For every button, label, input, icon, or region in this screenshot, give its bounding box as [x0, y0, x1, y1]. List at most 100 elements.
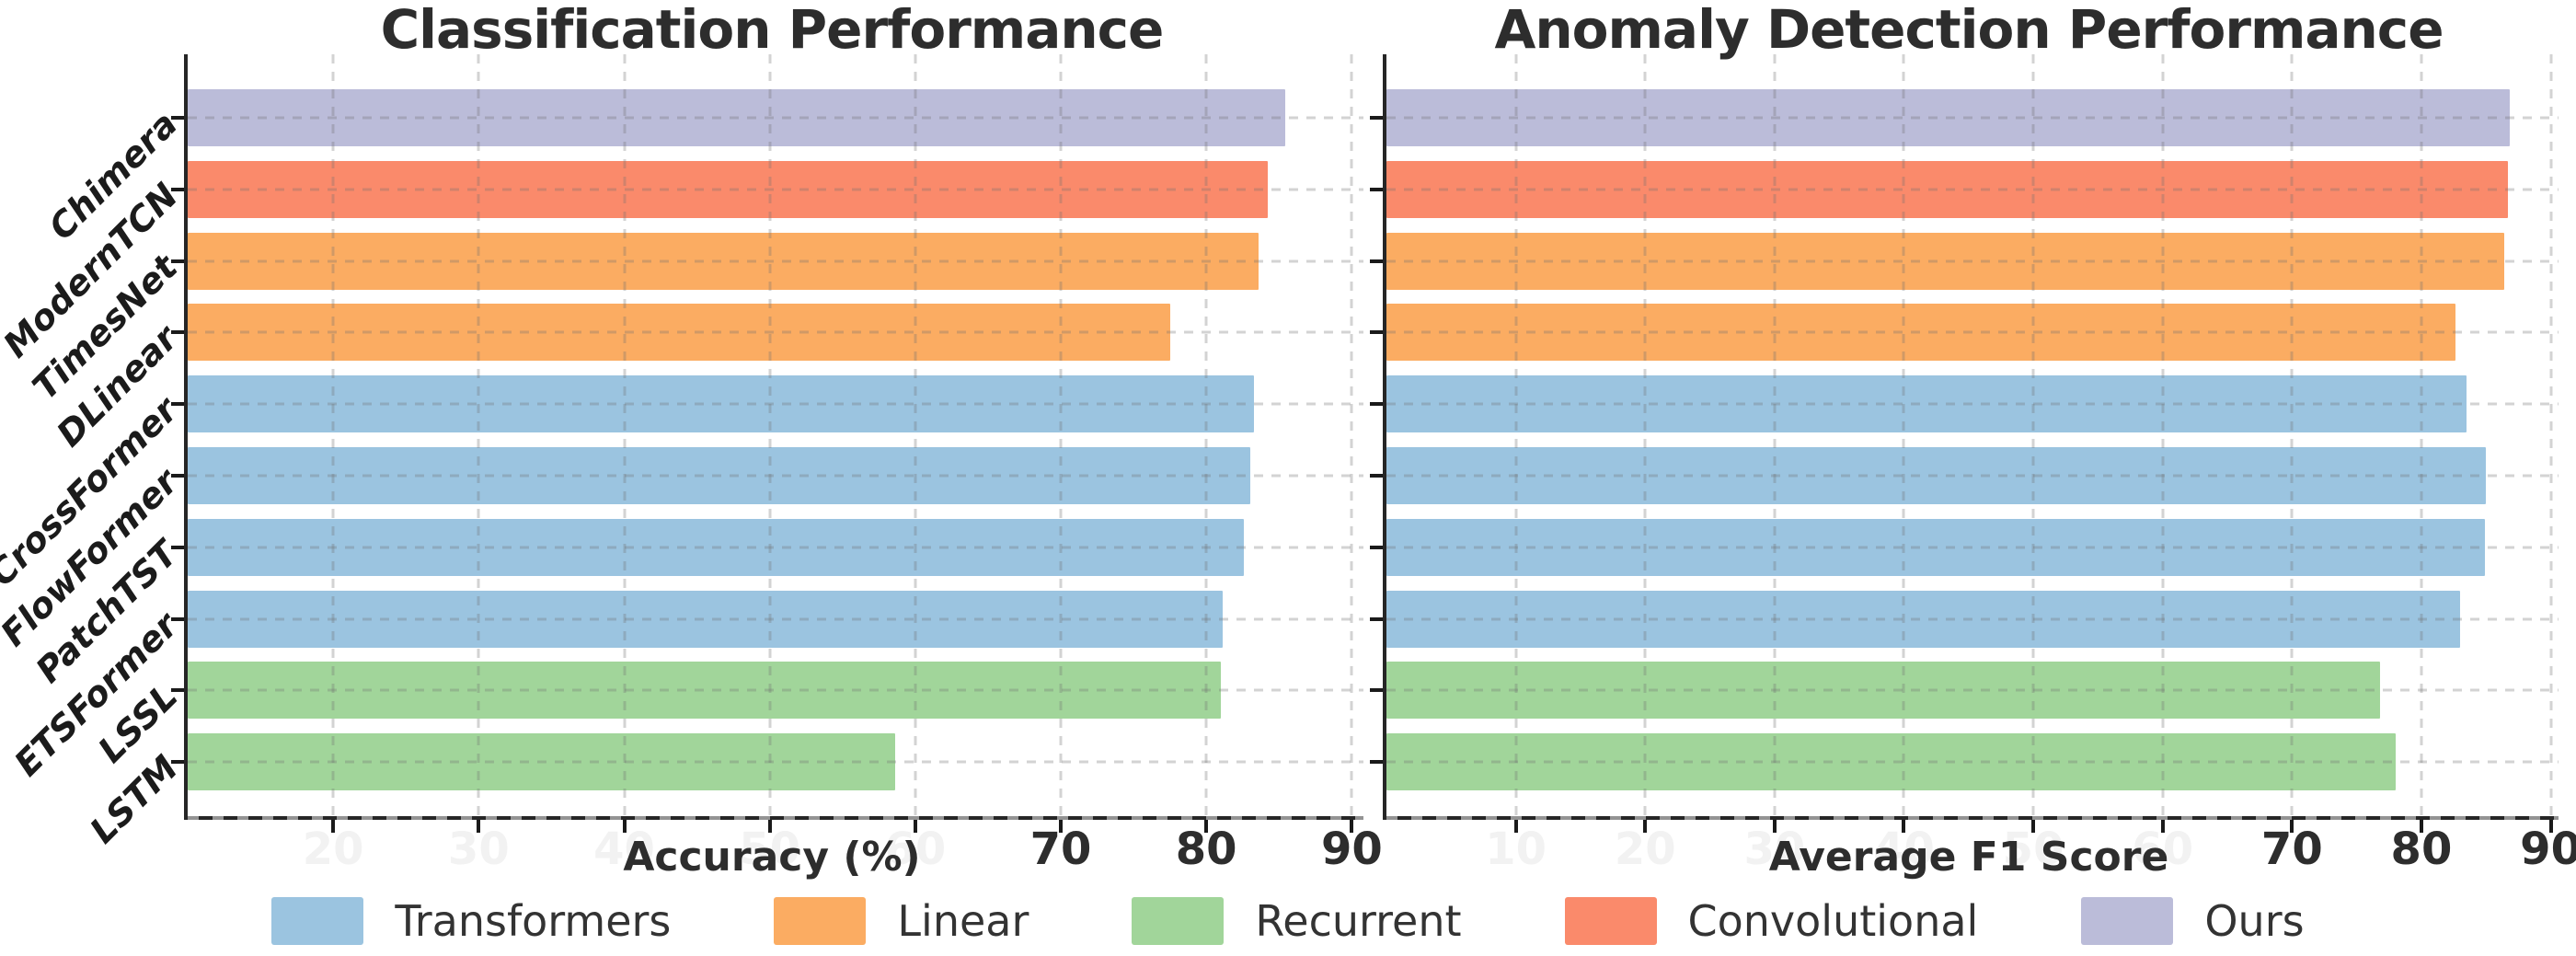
vertical-gridline [2549, 54, 2553, 816]
x-tick-label: 60 [884, 824, 947, 875]
x-tick-mark [1059, 820, 1063, 833]
y-tick-mark [171, 545, 184, 549]
horizontal-gridline [1386, 402, 2559, 406]
legend-item-recurrent: Recurrent [1132, 896, 1462, 946]
y-tick-mark [1370, 116, 1383, 120]
legend: Transformers Linear Recurrent Convolutional… [0, 886, 2576, 956]
horizontal-gridline [1386, 188, 2559, 191]
x-tick-label: 90 [1320, 824, 1383, 875]
y-tick-mark [171, 402, 184, 407]
vertical-gridline [2161, 54, 2165, 816]
y-tick-mark [1370, 402, 1383, 407]
x-tick-label: 40 [1873, 824, 1935, 875]
chart-title: Classification Performance [380, 0, 1165, 61]
x-axis-label: Average F1 Score [1768, 834, 2169, 881]
y-tick-mark [1370, 760, 1383, 765]
category-label-etsformer: ETSFormer [6, 605, 186, 784]
x-tick-label: 90 [2520, 824, 2576, 875]
category-label-dlinear: DLinear [49, 317, 186, 455]
category-label-chimera: Chimera [40, 103, 186, 248]
legend-swatch-linear [774, 897, 867, 945]
vertical-gridline [1514, 54, 1518, 816]
x-tick-label: 70 [1029, 824, 1092, 875]
x-tick-mark [767, 820, 772, 833]
legend-label: Convolutional [1687, 896, 1979, 946]
vertical-gridline [331, 54, 335, 816]
vertical-gridline [1902, 54, 1905, 816]
bar-crossformer [1386, 375, 2467, 433]
bar-lssl [1386, 662, 2380, 720]
bar-moderntcn [188, 160, 1268, 218]
x-tick-mark [1204, 820, 1209, 833]
vertical-gridline [1350, 54, 1353, 816]
bar-dlinear [1386, 304, 2455, 362]
y-tick-mark [1370, 187, 1383, 191]
x-tick-label: 30 [1743, 824, 1806, 875]
x-tick-mark [1772, 820, 1777, 833]
bar-etsformer [188, 590, 1223, 648]
x-tick-mark [2160, 820, 2165, 833]
horizontal-gridline [188, 474, 1363, 478]
legend-item-linear: Linear [774, 896, 1029, 946]
x-tick-label: 30 [447, 824, 510, 875]
x-tick-mark [331, 820, 336, 833]
y-tick-mark [171, 259, 184, 263]
x-tick-label: 40 [593, 824, 655, 875]
vertical-gridline [2290, 54, 2294, 816]
legend-label: Linear [897, 896, 1029, 946]
vertical-gridline [477, 54, 480, 816]
y-tick-mark [1370, 545, 1383, 549]
category-label-lssl: LSSL [90, 675, 186, 771]
horizontal-gridline [188, 259, 1363, 263]
horizontal-gridline [1386, 617, 2559, 621]
legend-swatch-recurrent [1132, 897, 1225, 945]
x-tick-mark [622, 820, 627, 833]
horizontal-gridline [188, 546, 1363, 549]
vertical-gridline [1773, 54, 1777, 816]
horizontal-gridline [188, 188, 1363, 191]
legend-swatch-convolutional [1564, 897, 1657, 945]
x-tick-mark [477, 820, 481, 833]
x-tick-mark [2548, 820, 2553, 833]
y-tick-mark [171, 116, 184, 120]
bar-lstm [188, 733, 895, 791]
x-tick-mark [2290, 820, 2294, 833]
x-tick-label: 20 [302, 824, 364, 875]
bottom-axis-dashes [1386, 816, 2559, 820]
vertical-gridline [623, 54, 626, 816]
bar-timesnet [1386, 232, 2504, 290]
bar-patchtst [188, 518, 1245, 576]
chart-title: Anomaly Detection Performance [1494, 0, 2444, 61]
vertical-gridline [2031, 54, 2035, 816]
vertical-gridline [1204, 54, 1208, 816]
y-tick-mark [1370, 616, 1383, 621]
bar-patchtst [1386, 518, 2485, 576]
x-tick-label: 10 [1485, 824, 1547, 875]
legend-item-convolutional: Convolutional [1564, 896, 1979, 946]
y-tick-mark [171, 760, 184, 765]
bottom-axis-dashes [188, 816, 1363, 820]
legend-label: Recurrent [1255, 896, 1462, 946]
legend-label: Transformers [395, 896, 672, 946]
bar-timesnet [188, 232, 1259, 290]
vertical-gridline [1059, 54, 1063, 816]
bar-dlinear [188, 304, 1170, 362]
horizontal-gridline [1386, 688, 2559, 692]
legend-label: Ours [2204, 896, 2305, 946]
category-label-moderntcn: ModernTCN [0, 175, 186, 365]
x-tick-mark [1902, 820, 1906, 833]
y-tick-mark [1370, 474, 1383, 478]
legend-item-ours: Ours [2081, 896, 2305, 946]
x-tick-label: 80 [2390, 824, 2453, 875]
y-tick-mark [171, 688, 184, 693]
y-tick-mark [171, 616, 184, 621]
x-tick-mark [1513, 820, 1518, 833]
horizontal-gridline [188, 330, 1363, 334]
bar-crossformer [188, 375, 1255, 433]
horizontal-gridline [1386, 760, 2559, 764]
category-label-crossformer: CrossFormer [0, 389, 186, 594]
vertical-gridline [914, 54, 917, 816]
x-tick-mark [1350, 820, 1354, 833]
